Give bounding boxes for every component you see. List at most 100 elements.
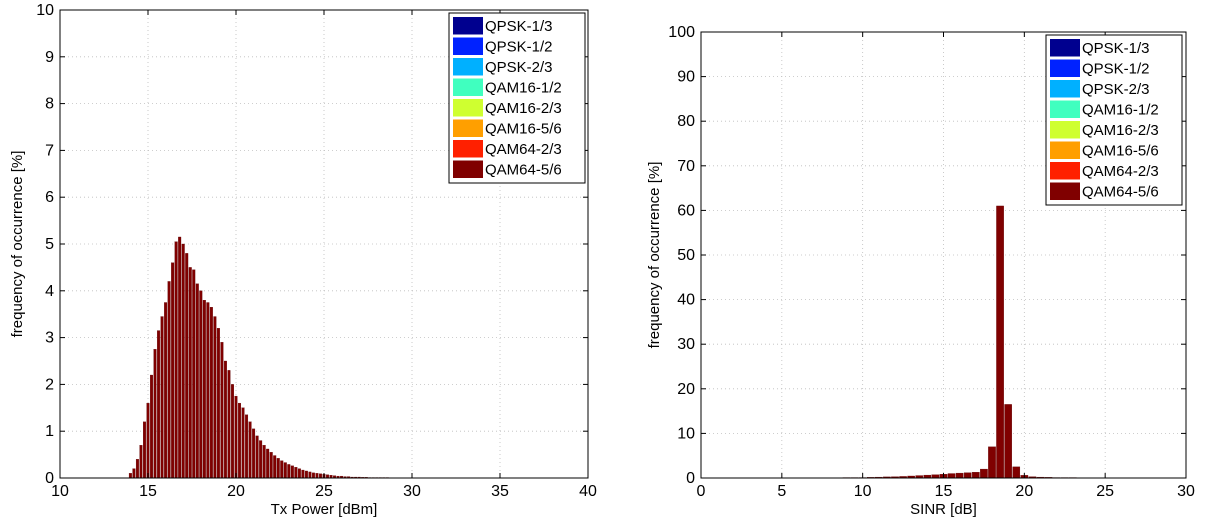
y-tick-label: 40 — [677, 292, 695, 309]
bar — [280, 460, 284, 479]
x-tick-label: 5 — [777, 483, 786, 500]
bar — [192, 269, 196, 479]
x-tick-label: 15 — [139, 483, 157, 500]
y-tick-label: 0 — [45, 470, 54, 487]
x-tick-label: 30 — [403, 483, 421, 500]
bar — [255, 435, 259, 479]
bar — [287, 464, 291, 479]
y-tick-label: 90 — [677, 69, 695, 86]
legend-label: QAM16-1/2 — [1082, 102, 1159, 119]
bar — [231, 384, 234, 479]
legend-swatch — [453, 160, 483, 178]
y-tick-label: 2 — [45, 376, 54, 393]
legend-swatch — [1050, 121, 1080, 139]
legend-label: QPSK-1/3 — [485, 18, 553, 35]
y-tick-label: 50 — [677, 247, 695, 264]
x-tick-label: 40 — [579, 483, 597, 500]
bar — [135, 459, 139, 479]
bar — [171, 262, 175, 479]
bar — [304, 470, 308, 479]
legend: QPSK-1/3 QPSK-1/2 QPSK-2/3 QAM16-1/2 QAM16-2… — [1045, 34, 1183, 206]
y-tick-label: 0 — [686, 470, 695, 487]
y-tick-label: 8 — [45, 96, 54, 113]
x-axis-label: SINR [dB] — [910, 501, 977, 518]
bar — [972, 472, 980, 479]
legend-swatch — [1050, 80, 1080, 98]
bar — [294, 467, 298, 479]
bar — [157, 330, 161, 479]
legend-label: QAM64-2/3 — [485, 141, 562, 158]
bar — [931, 474, 940, 479]
bar — [297, 468, 301, 479]
y-tick-label: 70 — [677, 158, 695, 175]
bar — [283, 462, 287, 479]
bar — [178, 236, 182, 479]
x-tick-label: 20 — [227, 483, 245, 500]
bar — [206, 302, 210, 479]
legend-label: QAM16-5/6 — [1082, 143, 1159, 160]
bar — [209, 307, 213, 479]
legend-label: QAM16-1/2 — [485, 80, 562, 97]
bar — [245, 414, 249, 479]
y-axis-label: frequency of occurrence [%] — [9, 151, 26, 338]
bar — [996, 205, 1004, 479]
bar — [301, 469, 305, 479]
bar — [241, 407, 245, 479]
bar — [988, 446, 996, 479]
bar — [132, 468, 136, 479]
bar — [139, 445, 143, 479]
legend-label: QAM16-5/6 — [485, 121, 562, 138]
bar — [213, 316, 217, 479]
y-tick-label: 10 — [36, 2, 54, 19]
legend-label: QPSK-1/2 — [1082, 61, 1150, 78]
bar — [259, 440, 263, 479]
bar — [195, 283, 199, 479]
bar — [143, 421, 146, 479]
bar — [266, 448, 270, 479]
bar — [128, 473, 132, 479]
y-tick-label: 60 — [677, 202, 695, 219]
bar — [146, 402, 150, 479]
x-tick-label: 25 — [1096, 483, 1114, 500]
bar — [238, 402, 241, 479]
bar — [150, 374, 153, 479]
sinr-histogram: 0 5 10 15 20 25 30 0 10 20 30 40 50 60 70 80 90 100 SINR [… — [646, 24, 1195, 518]
bar — [955, 472, 964, 479]
x-tick-label: 30 — [1177, 483, 1195, 500]
bar — [252, 428, 256, 479]
x-tick-label: 10 — [51, 483, 69, 500]
x-tick-label: 35 — [491, 483, 509, 500]
legend-label: QPSK-1/3 — [1082, 40, 1150, 57]
y-tick-label: 5 — [45, 236, 54, 253]
legend-label: QAM64-2/3 — [1082, 163, 1159, 180]
bar — [174, 241, 178, 479]
y-tick-label: 80 — [677, 113, 695, 130]
bar — [269, 452, 273, 479]
bar — [160, 316, 164, 479]
y-tick-label: 7 — [45, 142, 54, 159]
x-tick-label: 0 — [697, 483, 706, 500]
bar — [311, 472, 315, 479]
y-tick-label: 4 — [45, 283, 54, 300]
x-tick-label: 20 — [1015, 483, 1033, 500]
bar — [153, 349, 157, 479]
x-tick-label: 10 — [854, 483, 872, 500]
legend-swatch — [453, 78, 483, 96]
legend-label: QAM16-2/3 — [485, 100, 562, 117]
bars — [128, 236, 414, 479]
legend-swatch — [453, 140, 483, 158]
y-tick-label: 6 — [45, 189, 54, 206]
legend-swatch — [453, 17, 483, 35]
bar — [1012, 466, 1021, 479]
legend-swatch — [453, 37, 483, 55]
legend-label: QAM16-2/3 — [1082, 122, 1159, 139]
bar — [216, 328, 220, 479]
legend-label: QPSK-2/3 — [485, 59, 553, 76]
bar — [980, 468, 988, 479]
legend-label: QAM64-5/6 — [485, 162, 562, 179]
legend-swatch — [1050, 100, 1080, 118]
legend-swatch — [1050, 162, 1080, 180]
bar — [273, 455, 277, 479]
legend-label: QPSK-1/2 — [485, 39, 553, 56]
